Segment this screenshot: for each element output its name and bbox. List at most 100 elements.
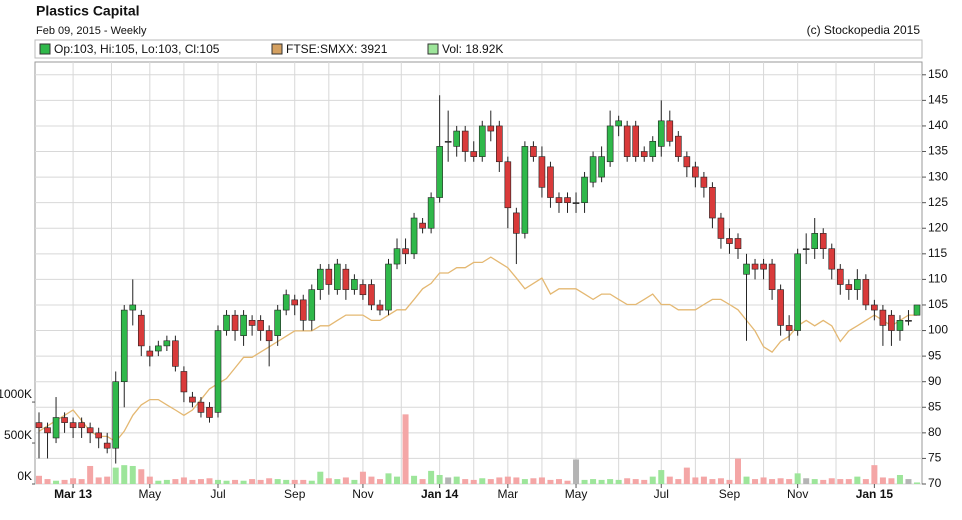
candle-body — [163, 340, 171, 347]
volume-bar — [453, 476, 460, 484]
candle-body — [734, 238, 742, 250]
volume-bar — [121, 465, 128, 484]
candle-body — [640, 151, 648, 157]
volume-bar — [155, 480, 162, 484]
candle-body — [743, 263, 750, 275]
volume-bar — [828, 478, 835, 484]
candle-body — [717, 217, 725, 239]
x-tick-label: Jul — [210, 487, 225, 501]
volume-bar — [44, 479, 51, 484]
candle-body — [598, 156, 605, 178]
volume-bar — [513, 477, 520, 484]
volume-bar — [104, 476, 111, 484]
x-tick-label: Sep — [719, 487, 741, 501]
candle-body — [888, 314, 895, 331]
candle-body — [692, 166, 699, 178]
candle-body — [777, 289, 784, 326]
volume-bar — [36, 475, 42, 484]
volume-bar — [78, 479, 85, 484]
candle-body — [854, 279, 861, 290]
candle-body — [299, 299, 307, 321]
candle-body — [675, 135, 682, 157]
candle-body — [785, 325, 793, 331]
candle-body — [504, 161, 512, 209]
candle-body — [206, 406, 213, 418]
candle-body — [248, 320, 256, 326]
x-tick-label: Jan 15 — [856, 487, 894, 501]
x-tick-label: Mar — [497, 487, 518, 501]
volume-bar — [487, 479, 494, 484]
legend-swatch — [39, 43, 51, 55]
volume-bar — [555, 479, 562, 484]
volume-bar — [172, 479, 179, 484]
volume-bar — [769, 479, 776, 484]
candle-body — [496, 125, 503, 163]
candle-body — [61, 417, 68, 423]
volume-bar — [385, 473, 392, 484]
volume-bar — [283, 479, 290, 484]
candle-body — [726, 238, 733, 244]
volume-bar — [564, 480, 571, 484]
x-tick-label: Nov — [352, 487, 373, 501]
candle-body — [334, 263, 341, 290]
volume-bar — [189, 479, 196, 484]
volume-bar — [717, 478, 724, 484]
legend-swatch — [427, 43, 439, 55]
candle-body — [555, 197, 563, 203]
candle-body — [129, 304, 137, 311]
candle-body — [35, 422, 43, 429]
volume-bar — [598, 479, 605, 484]
y-tick-label: 85 — [928, 399, 942, 413]
subtitle: Feb 09, 2015 - Weekly — [36, 25, 147, 37]
candle-body — [572, 202, 580, 204]
candle-body — [402, 248, 409, 255]
y2-tick-label: 0K — [17, 469, 32, 483]
volume-bar — [496, 477, 503, 484]
candle-body — [811, 233, 819, 250]
candle-body — [197, 401, 205, 413]
candle-body — [214, 330, 222, 413]
volume-bar — [138, 469, 145, 484]
y-tick-label: 75 — [928, 451, 942, 465]
x-tick-label: Nov — [787, 487, 808, 501]
volume-bar — [675, 479, 682, 484]
volume-bar — [538, 477, 545, 484]
volume-bar — [837, 479, 844, 484]
volume-bar — [709, 479, 716, 484]
volume-bar — [300, 479, 307, 484]
volume-bar — [206, 478, 213, 484]
volume-bar — [274, 479, 281, 484]
candle-body — [530, 146, 537, 157]
candle-body — [265, 330, 273, 342]
candle-body — [819, 233, 827, 250]
candle-body — [461, 130, 469, 152]
candle-body — [845, 284, 853, 290]
volume-bar — [308, 480, 315, 484]
volume-bar — [888, 478, 895, 484]
volume-bar — [419, 479, 426, 484]
volume-bar — [436, 474, 443, 484]
candle-body — [189, 396, 196, 403]
volume-bar — [215, 479, 222, 484]
candle-body — [581, 176, 588, 203]
candle-body — [478, 125, 486, 157]
volume-bar — [752, 479, 759, 484]
candle-body — [879, 309, 887, 326]
volume-bar — [803, 478, 810, 484]
volume-bar — [786, 479, 793, 484]
volume-bar — [95, 477, 102, 484]
candle-body — [487, 125, 495, 132]
candle-body — [828, 248, 836, 270]
volume-bar — [61, 479, 68, 484]
candle-body — [871, 304, 878, 311]
candle-body — [896, 320, 904, 331]
volume-bar — [470, 479, 477, 484]
candle-body — [419, 222, 426, 229]
legend-label: FTSE:SMXX: 3921 — [286, 42, 388, 56]
volume-bar — [180, 477, 187, 484]
y-tick-label: 145 — [928, 93, 948, 107]
candle-body — [760, 263, 767, 270]
volume-bar — [411, 475, 418, 484]
legend-swatch — [271, 43, 283, 55]
